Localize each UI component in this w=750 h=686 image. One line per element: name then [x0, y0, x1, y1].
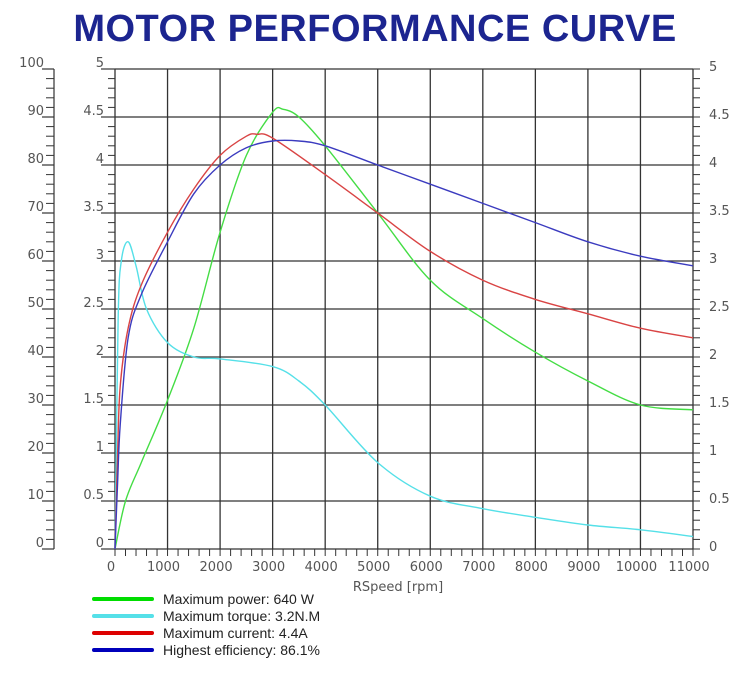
left-axis-tick-label: 80 — [27, 152, 44, 167]
legend-swatch — [92, 613, 154, 618]
series-line-efficiency — [114, 139, 694, 550]
left-axis-tick-label: 10 — [27, 488, 44, 503]
right-axis-tick-label: 1 — [709, 444, 717, 459]
inner-axis-tick-label: 1.5 — [83, 392, 104, 407]
inner-axis-tick-label: 4 — [96, 152, 104, 167]
left-axis-tick-label: 0 — [36, 536, 44, 551]
right-axis-tick-label: 0 — [709, 540, 717, 555]
left-axis-tick-label: 20 — [27, 440, 44, 455]
legend: Maximum power: 640 W Maximum torque: 3.2… — [92, 590, 320, 658]
inner-axis-tick-label: 2 — [96, 344, 104, 359]
x-axis-tick-label: 9000 — [567, 560, 600, 575]
x-axis-tick-label: 3000 — [252, 560, 285, 575]
left-axis-tick-label: 70 — [27, 200, 44, 215]
right-axis-tick-label: 0.5 — [709, 492, 730, 507]
inner-axis-tick-label: 3.5 — [83, 200, 104, 215]
left-axis-tick-label: 40 — [27, 344, 44, 359]
right-axis-tick-label: 5 — [709, 60, 717, 75]
left-axis-tick-label: 100 — [19, 56, 44, 71]
x-axis-tick-label: 4000 — [305, 560, 338, 575]
right-axis-tick-label: 4.5 — [709, 108, 730, 123]
x-axis-tick-label: 5000 — [357, 560, 390, 575]
legend-item-torque: Maximum torque: 3.2N.M — [92, 607, 320, 624]
left-axis-tick-label: 60 — [27, 248, 44, 263]
inner-axis-tick-label: 4.5 — [83, 104, 104, 119]
legend-label: Maximum power: 640 W — [163, 590, 314, 607]
right-axis-tick-label: 3 — [709, 252, 717, 267]
legend-swatch — [92, 647, 154, 652]
legend-label: Maximum current: 4.4A — [163, 624, 308, 641]
x-axis-tick-label: 2000 — [200, 560, 233, 575]
x-axis-tick-label: 10000 — [616, 560, 657, 575]
series-line-power — [114, 106, 694, 550]
inner-axis-tick-label: 2.5 — [83, 296, 104, 311]
legend-item-power: Maximum power: 640 W — [92, 590, 320, 607]
legend-swatch — [92, 596, 154, 601]
x-axis-tick-label: 11000 — [668, 560, 709, 575]
inner-axis-tick-label: 1 — [96, 440, 104, 455]
right-axis-tick-label: 2.5 — [709, 300, 730, 315]
right-axis-tick-label: 2 — [709, 348, 717, 363]
left-axis-tick-label: 30 — [27, 392, 44, 407]
x-axis-tick-label: 8000 — [515, 560, 548, 575]
x-axis-tick-label: 7000 — [462, 560, 495, 575]
inner-axis-tick-label: 0.5 — [83, 488, 104, 503]
legend-swatch — [92, 630, 154, 635]
legend-item-current: Maximum current: 4.4A — [92, 624, 320, 641]
legend-label: Maximum torque: 3.2N.M — [163, 607, 321, 624]
x-axis-tick-label: 6000 — [410, 560, 443, 575]
series-line-torque — [114, 241, 694, 550]
x-axis-tick-label: 0 — [107, 560, 115, 575]
left-axis-tick-label: 50 — [27, 296, 44, 311]
legend-item-efficiency: Highest efficiency: 86.1% — [92, 641, 320, 658]
inner-axis-tick-label: 0 — [96, 536, 104, 551]
series-line-current — [114, 133, 694, 550]
legend-label: Highest efficiency: 86.1% — [163, 641, 320, 658]
chart-title: MOTOR PERFORMANCE CURVE — [73, 8, 677, 50]
x-axis-tick-label: 1000 — [147, 560, 180, 575]
left-axis-tick-label: 90 — [27, 104, 44, 119]
right-axis-tick-label: 1.5 — [709, 396, 730, 411]
right-axis-tick-label: 4 — [709, 156, 717, 171]
right-axis-tick-label: 3.5 — [709, 204, 730, 219]
inner-axis-tick-label: 5 — [96, 56, 104, 71]
inner-axis-tick-label: 3 — [96, 248, 104, 263]
x-axis-label: RSpeed [rpm] — [353, 580, 443, 595]
